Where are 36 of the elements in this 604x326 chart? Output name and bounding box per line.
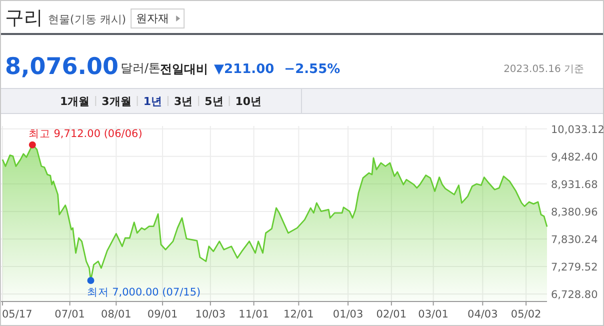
x-tick-label: 05/17 bbox=[2, 308, 32, 320]
x-tick-label: 08/01 bbox=[101, 308, 132, 320]
text: 10년 bbox=[235, 95, 262, 108]
text: 원자재 bbox=[136, 12, 170, 25]
x-tick-label: 03/01 bbox=[418, 308, 448, 320]
text: 2023.05.16 기준 bbox=[504, 64, 584, 75]
x-tick-label: 02/01 bbox=[376, 308, 407, 320]
note: 최저 7,000.00 (07/15) bbox=[86, 286, 201, 298]
text: 달러/톤 bbox=[120, 61, 161, 75]
text: 전일대비 bbox=[160, 62, 208, 76]
text: −2.55% bbox=[284, 62, 340, 77]
text: 1년 bbox=[143, 95, 162, 108]
y-tick-label: 9,482.40 bbox=[551, 151, 598, 164]
x-tick-label: 05/02 bbox=[510, 308, 542, 320]
text: 3개월 bbox=[102, 95, 132, 108]
y-tick-label: 8,931.68 bbox=[551, 178, 598, 191]
x-tick-label: 01/03 bbox=[332, 308, 364, 320]
x-tick-label: 11/01 bbox=[238, 308, 269, 320]
note: 최고 9,712.00 (06/06) bbox=[28, 128, 142, 140]
x-tick-label: 07/01 bbox=[54, 308, 85, 320]
y-tick-label: 8,380.96 bbox=[551, 206, 598, 218]
y-tick-label: 10,033.12 bbox=[551, 124, 604, 136]
chart-title: 구리 bbox=[5, 7, 43, 29]
text: 1개월 bbox=[60, 95, 90, 108]
x-tick-label: 10/03 bbox=[195, 308, 226, 320]
text: 3년 bbox=[174, 95, 193, 108]
x-tick-label: 04/03 bbox=[468, 308, 498, 320]
y-tick-label: 6,728.80 bbox=[551, 289, 598, 302]
text: 5년 bbox=[204, 95, 224, 108]
text: 8,076.00 bbox=[5, 54, 118, 80]
y-tick-label: 7,279.52 bbox=[551, 262, 598, 274]
text: ▼211.00 bbox=[214, 62, 274, 77]
x-tick-label: 12/01 bbox=[284, 308, 314, 320]
chart-subtitle: 현물(기동 캐시) bbox=[48, 13, 126, 26]
x-tick-label: 09/01 bbox=[147, 308, 178, 320]
y-tick-label: 7,830.24 bbox=[551, 234, 598, 246]
